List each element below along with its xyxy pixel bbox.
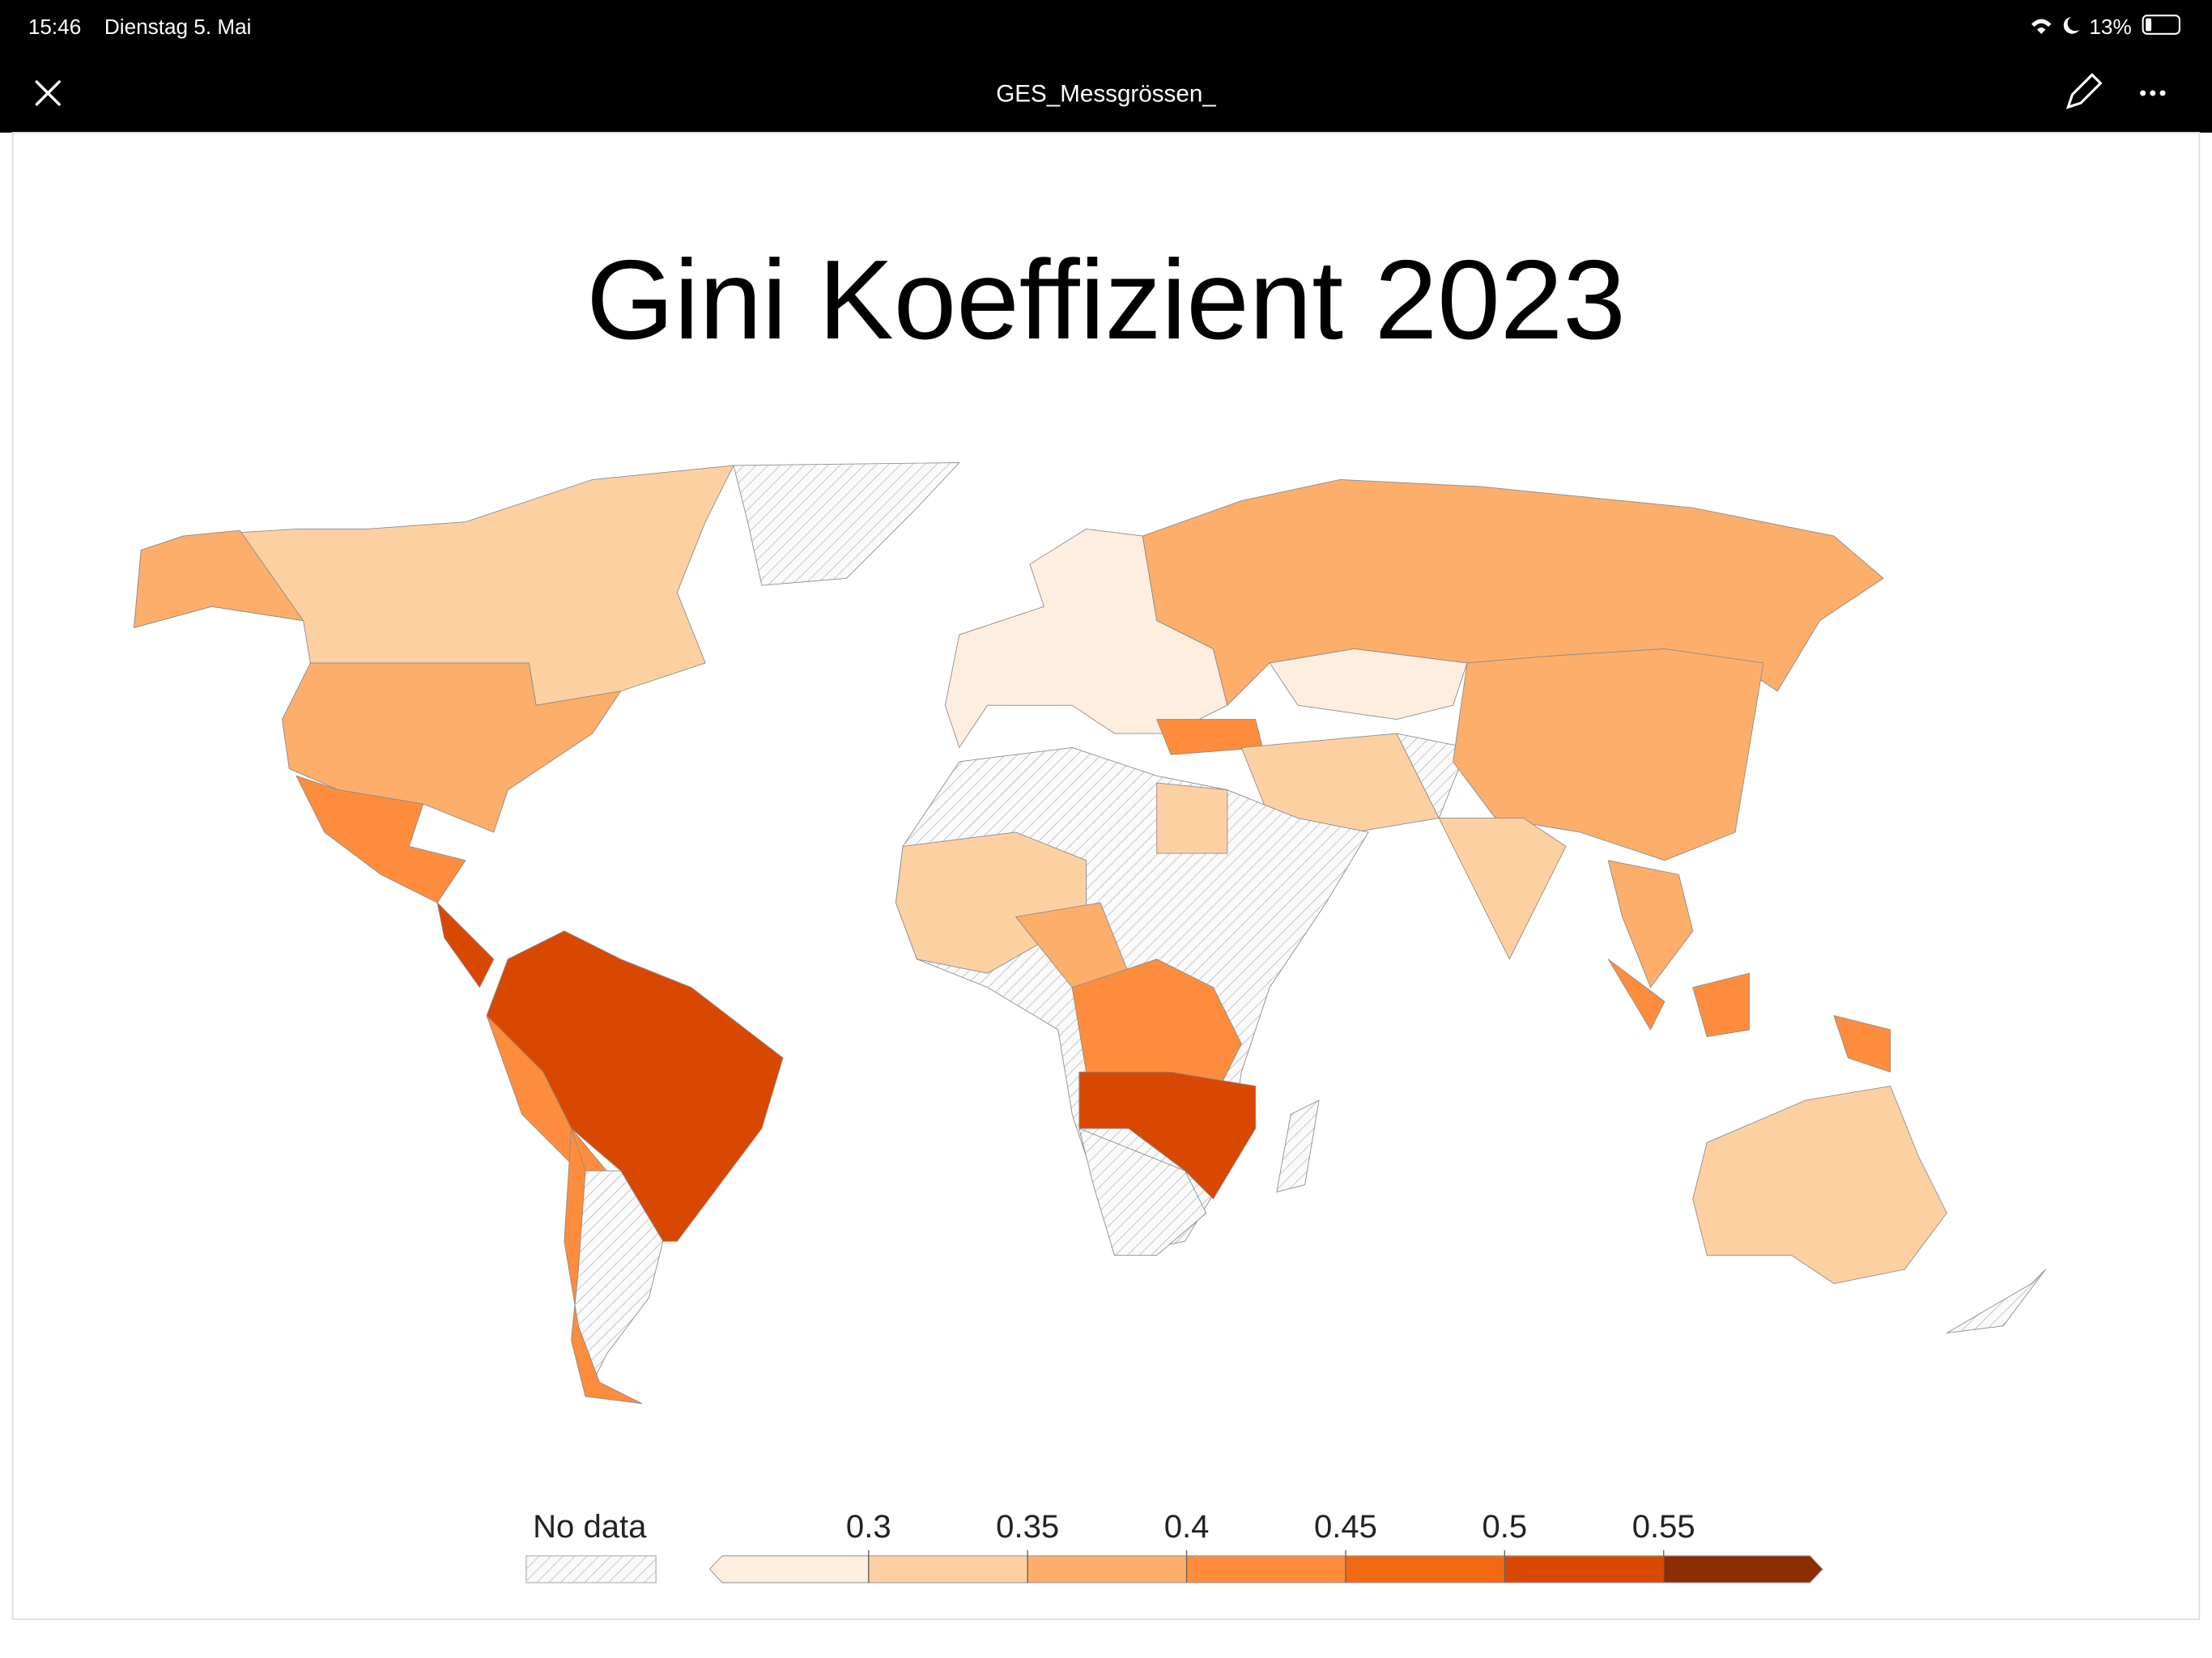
- india: [1438, 818, 1567, 960]
- kazakhstan: [1269, 648, 1468, 721]
- battery-icon: [2142, 15, 2180, 35]
- legend: No data 0.3 0.35 0.4 0.45 0.5 0.55: [525, 1509, 1823, 1584]
- legend-tick-label: 0.5: [1482, 1509, 1527, 1545]
- legend-tick-label: 0.55: [1632, 1509, 1695, 1545]
- no-data-label: No data: [533, 1509, 647, 1545]
- slide-title: Gini Koeffizient 2023: [586, 236, 1626, 363]
- madagascar: [1276, 1099, 1320, 1192]
- legend-tick-label: 0.45: [1314, 1509, 1377, 1545]
- south-africa: [1078, 1128, 1207, 1256]
- alaska: [134, 529, 304, 628]
- australia: [1692, 1086, 1947, 1284]
- legend-tick-label: 0.35: [996, 1509, 1059, 1545]
- legend-tick-label: 0.3: [846, 1509, 891, 1545]
- legend-color-bin: [868, 1555, 1028, 1584]
- battery-level: 13%: [2089, 15, 2131, 39]
- wifi-icon: [2031, 19, 2052, 34]
- close-button[interactable]: [35, 80, 61, 106]
- more-button[interactable]: [2140, 90, 2166, 96]
- content: 15:46 Dienstag 5. Mai 13% GES_Messgrösse…: [0, 0, 2212, 1621]
- legend-tick-label: 0.4: [1164, 1509, 1210, 1545]
- status-date: Dienstag 5. Mai: [104, 15, 252, 39]
- central-america: [436, 902, 495, 988]
- legend-color-bin: [1663, 1555, 1823, 1584]
- legend-color-bin: [1345, 1555, 1505, 1584]
- southern-africa: [1078, 1071, 1257, 1200]
- mexico: [296, 775, 466, 903]
- legend-color-bin: [1027, 1555, 1188, 1584]
- new-zealand: [1946, 1269, 2046, 1333]
- top-bar: [0, 0, 2212, 133]
- battery-fill: [2146, 18, 2152, 32]
- world-map: [134, 462, 2046, 1405]
- no-data-swatch: [525, 1555, 657, 1584]
- china: [1453, 648, 1764, 861]
- edit-button[interactable]: [2065, 73, 2103, 109]
- egypt: [1156, 782, 1228, 854]
- chile: [564, 1128, 643, 1405]
- afghanistan: [1396, 733, 1468, 818]
- usa: [282, 662, 622, 833]
- southeast-asia: [1607, 860, 1694, 988]
- moon-icon: [2063, 16, 2080, 34]
- legend-color-bin: [708, 1555, 870, 1584]
- status-time: 15:46: [28, 15, 81, 39]
- legend-color-bin: [1504, 1555, 1665, 1584]
- document-title: GES_Messgrössen_: [996, 80, 1216, 107]
- status-icons: 13%: [2031, 15, 2180, 39]
- indonesia: [1607, 959, 1891, 1073]
- greenland: [733, 462, 960, 586]
- legend-color-bin: [1186, 1555, 1346, 1584]
